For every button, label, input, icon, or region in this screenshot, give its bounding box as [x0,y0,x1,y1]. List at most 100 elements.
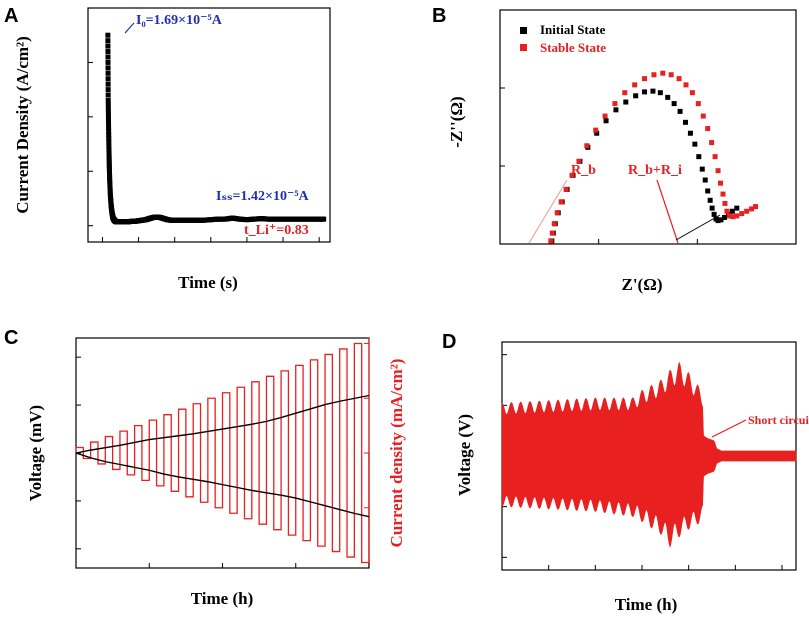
a-data-point [105,116,111,122]
b-data-point [633,93,639,99]
b-data-point [702,177,708,183]
panel-d-xticks [548,565,783,570]
panel-b-rbri-pointer [656,179,679,244]
c-voltage-line [75,394,370,454]
legend-marker-stable [520,44,527,51]
c-current-line [75,342,370,564]
b-data-point [718,180,724,186]
b-data-point [651,72,657,78]
b-data-point [642,76,648,82]
panel-c-current-series [75,342,370,564]
panel-c-y2ticks [364,342,369,564]
panel-b-points [548,70,759,244]
b-data-point [730,214,736,220]
a-data-point [106,160,112,166]
a-data-point [106,157,112,163]
b-data-point [720,191,726,197]
panel-a-tli-annotation: t_Li⁺=0.83 [244,223,309,238]
panel-a-xlabel: Time (s) [178,273,238,292]
a-data-point [106,139,112,145]
panel-c-label: C [4,327,18,349]
panel-c: C Time (h) Voltage (mV) Current density … [4,327,406,608]
a-data-point [105,76,111,82]
a-data-point [106,149,112,155]
panel-b-label: B [432,5,446,27]
panel-a: A Time (s) Current Density (A/cm²) I₀=1.… [4,5,331,292]
panel-b-frame [499,9,797,245]
panel-b-ylabel: -Z''(Ω) [447,96,466,147]
a-data-point [105,38,111,44]
b-data-point [642,89,648,95]
panel-c-xlabel: Time (h) [191,589,254,608]
panel-d-voltage-series [501,361,797,549]
b-data-point [749,206,755,212]
b-data-point [718,217,724,223]
a-data-point [105,49,111,55]
a-data-point [105,32,111,38]
b-data-point [677,108,683,114]
a-data-point [105,65,111,71]
b-data-point [689,90,695,96]
panel-a-xticks [101,237,320,242]
c-voltage-line [75,452,370,518]
a-data-point [107,179,113,185]
a-data-point [106,128,112,134]
a-data-point [105,98,111,104]
panel-d-label: D [442,331,456,353]
b-data-point [715,218,721,224]
b-data-point [665,94,671,100]
b-data-point [671,101,677,107]
a-data-point [107,187,113,193]
b-data-point [687,130,693,136]
b-data-point [676,76,682,82]
a-data-point [105,59,111,65]
panel-b-xticks [499,239,797,244]
legend-label-stable: Stable State [540,40,606,55]
a-data-point [105,87,111,93]
a-data-point [105,92,111,98]
a-data-point [105,111,111,117]
b-data-point [734,205,740,211]
b-data-point [594,130,600,136]
b-data-point [709,205,715,211]
b-data-point [692,141,698,147]
b-data-point [612,101,618,107]
b-data-point [558,199,564,205]
b-data-point [549,230,555,236]
d-voltage-envelope [501,361,797,549]
panel-b-rb-annotation: R_b [571,163,596,178]
b-data-point [721,214,727,220]
b-data-point [709,140,715,146]
b-data-point [602,113,608,119]
a-data-point [107,185,113,191]
a-data-point [107,182,113,188]
b-data-point [593,127,599,133]
panel-d-ylabel: Voltage (V) [455,414,474,496]
b-data-point [711,211,717,217]
panel-c-voltage-series [75,394,370,518]
panel-b-extrapolation-line [675,214,721,241]
panel-d-short-pointer [711,419,747,438]
b-data-point [683,82,689,88]
panel-a-i0-pointer [124,22,135,34]
b-data-point [632,82,638,88]
b-data-point [622,90,628,96]
legend-label-initial: Initial State [540,22,606,37]
b-data-point [657,90,663,96]
a-data-point [105,81,111,87]
panel-a-i0-annotation: I₀=1.69×10⁻⁵A [136,13,223,28]
panel-b-legend: Initial State Stable State [520,22,606,55]
panel-a-iss-annotation: Iₛₛ=1.42×10⁻⁵A [216,189,310,204]
b-data-point [712,154,718,160]
b-data-point [569,172,575,178]
a-data-point [106,155,112,161]
panel-c-xticks [75,563,370,568]
b-data-point [734,213,740,219]
panel-b-rbri-annotation: R_b+R_i [628,163,682,178]
panel-c-ylabel: Voltage (mV) [26,405,45,501]
b-data-point [563,186,569,192]
b-data-point [700,113,706,119]
panel-a-yticks [88,7,93,227]
b-data-point [705,188,711,194]
a-data-point [106,132,112,138]
